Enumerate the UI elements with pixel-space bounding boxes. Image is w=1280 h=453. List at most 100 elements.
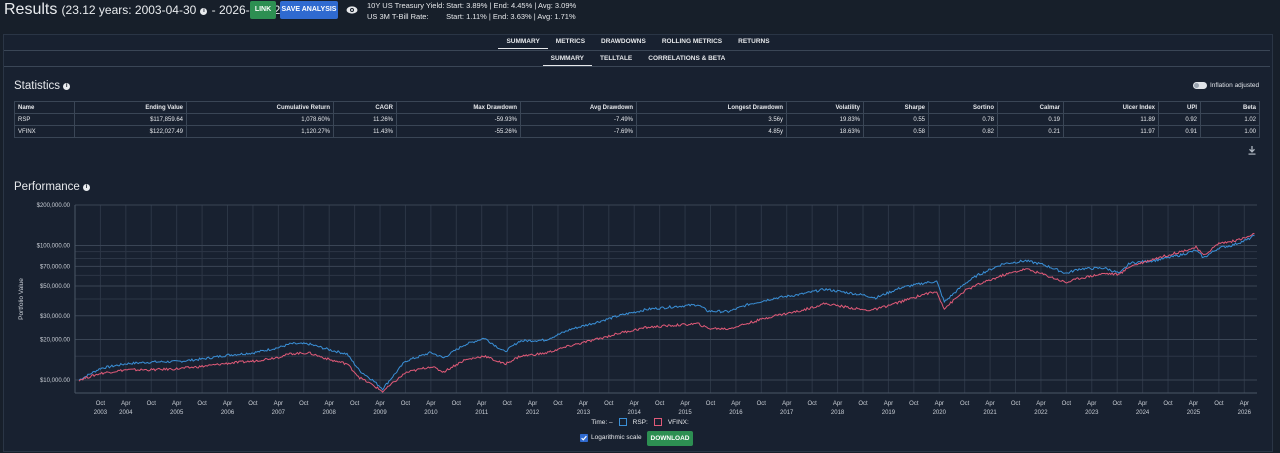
x-tick-label: Apr	[426, 401, 435, 407]
tab-returns[interactable]: RETURNS	[738, 38, 770, 45]
x-tick-label: Apr	[985, 401, 994, 407]
table-cell: 0.55	[863, 113, 929, 126]
x-tick-year-label: 2009	[373, 410, 387, 416]
x-tick-label: Apr	[172, 401, 181, 407]
y-axis-label: Portfolio Value	[18, 278, 25, 320]
x-tick-label: Oct	[706, 401, 716, 407]
log-scale-checkbox[interactable]	[580, 434, 588, 442]
x-tick-label: Oct	[807, 401, 817, 407]
column-header[interactable]: Name	[14, 101, 75, 114]
table-cell: RSP	[14, 113, 75, 126]
y-tick-label: $200,000.00	[37, 203, 71, 209]
table-cell: $122,027.49	[74, 125, 187, 138]
download-button[interactable]: DOWNLOAD	[647, 431, 693, 446]
table-cell: 0.78	[928, 113, 998, 126]
table-cell: 0.58	[863, 125, 929, 138]
tab-metrics[interactable]: METRICS	[555, 38, 586, 45]
treasury-yield-row: 10Y US Treasury Yield: Start: 3.89% | En…	[367, 0, 576, 11]
rate-value: Start: 3.89% | End: 4.45% | Avg: 3.09%	[446, 1, 577, 10]
inflation-toggle[interactable]	[1193, 82, 1207, 89]
table-cell: -7.49%	[520, 113, 637, 126]
x-tick-year-label: 2016	[729, 410, 743, 416]
series-line-vfinx	[78, 232, 1255, 393]
column-header[interactable]: Beta	[1200, 101, 1260, 114]
subtab-summary[interactable]: SUMMARY	[542, 51, 593, 66]
column-header[interactable]: CAGR	[333, 101, 397, 114]
x-tick-label: Apr	[1189, 401, 1198, 407]
column-header[interactable]: Calmar	[997, 101, 1064, 114]
column-header[interactable]: Sharpe	[863, 101, 929, 114]
table-cell: -7.69%	[520, 125, 637, 138]
subtab-telltale[interactable]: TELLTALE	[600, 55, 633, 62]
rate-label: 10Y US Treasury Yield:	[367, 1, 445, 10]
x-tick-label: Oct	[1113, 401, 1123, 407]
x-tick-label: Oct	[858, 401, 868, 407]
table-cell: 0.91	[1158, 125, 1201, 138]
column-header[interactable]: Volatility	[786, 101, 864, 114]
x-tick-year-label: 2024	[1136, 410, 1150, 416]
tab-rolling-metrics[interactable]: ROLLING METRICS	[661, 38, 723, 45]
x-tick-label: Apr	[1240, 401, 1249, 407]
column-header[interactable]: Ulcer Index	[1063, 101, 1159, 114]
x-tick-label: Oct	[655, 401, 665, 407]
x-tick-label: Oct	[96, 401, 106, 407]
table-cell: 4.85y	[636, 125, 787, 138]
x-tick-year-label: 2012	[526, 410, 540, 416]
table-cell: 11.43%	[333, 125, 397, 138]
x-tick-label: Apr	[1036, 401, 1045, 407]
x-tick-year-label: 2006	[221, 410, 235, 416]
legend-rsp[interactable]: RSP:	[632, 418, 648, 426]
x-tick-label: Apr	[223, 401, 232, 407]
legend-vfinx[interactable]: VFINX:	[667, 418, 689, 426]
column-header[interactable]: UPI	[1158, 101, 1201, 114]
subtab-correlations-beta[interactable]: CORRELATIONS & BETA	[648, 55, 726, 62]
chart-legend: Time: – RSP: VFINX:	[0, 418, 1280, 426]
column-header[interactable]: Longest Drawdown	[636, 101, 787, 114]
results-title: Results (23.12 years: 2003-04-30 i - 202…	[4, 1, 284, 19]
download-icon[interactable]	[1248, 146, 1256, 155]
x-tick-year-label: 2021	[983, 410, 997, 416]
x-tick-label: Apr	[528, 401, 537, 407]
tab-drawdowns[interactable]: DRAWDOWNS	[601, 38, 646, 45]
column-header[interactable]: Sortino	[928, 101, 998, 114]
x-tick-label: Oct	[197, 401, 207, 407]
x-tick-label: Oct	[909, 401, 919, 407]
save-analysis-button[interactable]: SAVE ANALYSIS	[280, 1, 338, 19]
column-header[interactable]: Ending Value	[74, 101, 187, 114]
link-button[interactable]: LINK	[250, 1, 276, 19]
x-tick-year-label: 2005	[170, 410, 184, 416]
x-tick-year-label: 2014	[628, 410, 642, 416]
x-tick-label: Apr	[935, 401, 944, 407]
x-tick-year-label: 2018	[831, 410, 845, 416]
inflation-label: Inflation adjusted	[1210, 82, 1260, 89]
info-icon[interactable]: i	[200, 8, 208, 15]
info-icon[interactable]: i	[63, 83, 71, 90]
x-tick-label: Apr	[325, 401, 334, 407]
info-icon[interactable]: i	[83, 184, 91, 191]
table-cell: 1.02	[1200, 113, 1260, 126]
eye-icon[interactable]	[346, 5, 358, 15]
table-cell: 1,120.27%	[186, 125, 334, 138]
column-header[interactable]: Max Drawdown	[396, 101, 521, 114]
table-cell: 11.26%	[333, 113, 397, 126]
x-tick-label: Apr	[375, 401, 384, 407]
subtab-divider	[4, 66, 1270, 67]
y-tick-label: $50,000.00	[40, 284, 71, 290]
performance-chart[interactable]: Oct 2003 Apr 2004 Oct Apr 2005 Oct Apr 2006 Oct Apr…	[0, 195, 1280, 417]
table-cell: 0.21	[997, 125, 1064, 138]
y-tick-label: $20,000.00	[40, 337, 71, 343]
x-tick-year-label: 2011	[475, 410, 489, 416]
column-header[interactable]: Cumulative Return	[186, 101, 334, 114]
results-heading: Results	[4, 1, 58, 18]
x-tick-year-label: 2022	[1034, 410, 1048, 416]
column-header[interactable]: Avg Drawdown	[520, 101, 637, 114]
x-tick-label: Oct	[147, 401, 157, 407]
x-tick-label: Oct	[960, 401, 970, 407]
tab-summary[interactable]: SUMMARY	[498, 34, 548, 49]
x-tick-label: Oct	[350, 401, 360, 407]
table-cell: 3.56y	[636, 113, 787, 126]
x-tick-year-label: 2008	[323, 410, 337, 416]
table-cell: 11.89	[1063, 113, 1159, 126]
table-cell: 19.83%	[786, 113, 864, 126]
legend-swatch-vfinx	[653, 418, 662, 426]
